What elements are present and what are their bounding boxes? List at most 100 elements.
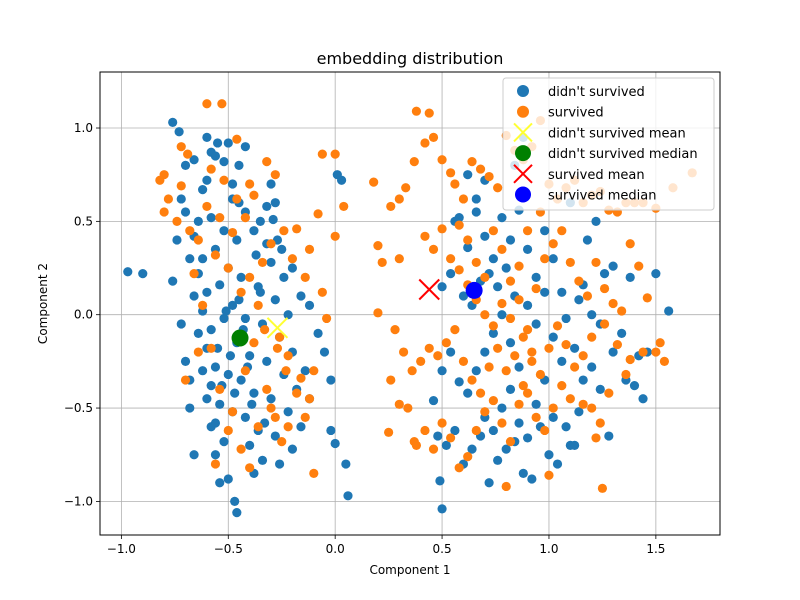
data-point [236, 287, 246, 297]
data-point [446, 433, 456, 443]
data-point [561, 339, 571, 350]
data-point [501, 366, 511, 376]
data-point [471, 425, 481, 436]
data-point [659, 356, 670, 366]
data-point [409, 157, 419, 167]
data-point [193, 235, 203, 245]
data-point [212, 343, 223, 353]
data-point [621, 369, 631, 380]
data-point [223, 369, 233, 380]
data-point [505, 384, 516, 394]
legend: didn't survived survived didn't survived m… [502, 77, 715, 211]
data-point [210, 362, 221, 372]
data-point [454, 220, 464, 230]
data-point [484, 171, 494, 182]
data-point [277, 437, 287, 447]
data-point [330, 231, 340, 241]
data-point [493, 282, 503, 292]
chart-title: embedding distribution [317, 49, 504, 68]
data-point [437, 155, 447, 165]
data-point [505, 313, 516, 324]
data-point [501, 444, 511, 454]
data-point [210, 418, 221, 428]
data-point [240, 412, 250, 422]
legend-marker [517, 85, 529, 97]
data-point [206, 213, 216, 223]
data-point [527, 347, 537, 357]
summary-marker [231, 329, 249, 347]
legend-marker [515, 145, 531, 162]
data-point [215, 213, 225, 223]
data-point [488, 395, 498, 406]
data-point [249, 226, 259, 236]
data-point [240, 213, 250, 223]
data-point [245, 351, 255, 361]
data-point [155, 175, 165, 185]
data-point [531, 272, 541, 282]
data-point [527, 356, 537, 366]
data-point [540, 425, 550, 436]
data-point [531, 399, 541, 409]
data-point [202, 201, 212, 212]
data-point [480, 407, 490, 417]
data-point [493, 455, 503, 465]
data-point [480, 272, 490, 282]
data-point [433, 431, 443, 441]
x-tick-label: 0.0 [326, 542, 345, 556]
x-tick-label: −1.0 [107, 542, 136, 556]
data-point [390, 325, 400, 335]
data-point [262, 157, 272, 167]
data-point [475, 164, 486, 174]
y-tick-label: −1.0 [64, 494, 93, 508]
data-point [454, 265, 464, 275]
data-point [292, 388, 302, 398]
summary-marker [418, 278, 440, 301]
data-point [548, 254, 558, 264]
data-point [225, 351, 236, 361]
data-point [189, 155, 199, 165]
data-point [330, 149, 340, 159]
data-point [484, 478, 494, 488]
data-point [514, 295, 524, 305]
data-point [394, 254, 404, 264]
data-point [463, 170, 473, 180]
data-point [531, 283, 541, 294]
axis-ticks: −1.0 −0.5 0.0 0.5 1.0 1.5 −1.0 −0.5 0.0 0.5 1.0 [64, 121, 666, 556]
data-point [249, 388, 259, 398]
series-5 [465, 281, 483, 299]
data-point [454, 377, 464, 387]
data-point [544, 470, 554, 480]
data-point [268, 214, 278, 225]
data-point [446, 269, 456, 279]
data-point [210, 459, 221, 469]
data-point [475, 388, 486, 398]
data-point [570, 440, 580, 450]
x-tick-label: −0.5 [214, 542, 243, 556]
data-point [219, 313, 229, 324]
data-point [198, 300, 208, 310]
data-point [446, 347, 456, 357]
data-point [488, 254, 498, 264]
data-point [409, 437, 419, 447]
data-point [557, 226, 567, 236]
data-point [608, 347, 618, 357]
data-point [642, 293, 652, 303]
data-point [441, 338, 451, 348]
data-point [168, 117, 178, 128]
data-point [326, 375, 336, 385]
data-point [193, 216, 203, 226]
data-point [189, 269, 199, 279]
data-point [219, 157, 229, 167]
data-point [398, 347, 409, 357]
data-point [234, 160, 244, 170]
data-point [236, 444, 246, 454]
data-point [450, 179, 460, 189]
y-axis-label: Component 2 [36, 263, 50, 344]
data-point [497, 298, 507, 309]
data-point [493, 343, 503, 353]
x-axis-label: Component 1 [369, 563, 450, 577]
data-point [159, 207, 169, 217]
data-point [373, 241, 383, 251]
data-point [189, 291, 199, 301]
data-point [215, 399, 225, 409]
